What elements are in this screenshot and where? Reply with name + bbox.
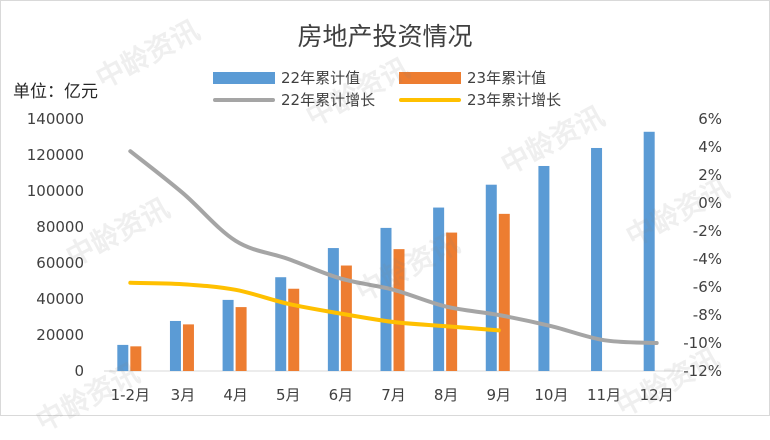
- bar: [538, 165, 550, 371]
- bar: [446, 232, 458, 371]
- x-tick-label: 11月: [587, 386, 621, 404]
- x-tick-label: 7月: [381, 386, 406, 404]
- y-right-tick-label: -6%: [693, 278, 722, 296]
- legend-label-23-value: 23年累计值: [467, 69, 547, 87]
- bar: [485, 184, 497, 371]
- y-left-tick-label: 140000: [27, 110, 84, 128]
- y-right-tick-label: 2%: [698, 166, 722, 184]
- y-left-tick-label: 40000: [36, 290, 84, 308]
- bar: [169, 320, 181, 371]
- legend: 22年累计值 23年累计值 22年累计增长 23年累计增长: [213, 67, 613, 111]
- bar: [433, 207, 445, 371]
- legend-item-22-value: 22年累计值: [213, 67, 360, 88]
- bar: [380, 227, 392, 371]
- legend-item-23-value: 23年累计值: [399, 67, 546, 88]
- series-line: [128, 280, 501, 333]
- bar: [591, 147, 603, 371]
- legend-item-23-growth: 23年累计增长: [399, 89, 561, 110]
- bar: [222, 299, 234, 371]
- y-left-tick-label: 60000: [36, 254, 84, 272]
- bar: [288, 288, 300, 371]
- y-left-tick-label: 120000: [27, 146, 84, 164]
- y-right-tick-label: -2%: [693, 222, 722, 240]
- y-right-tick-label: 4%: [698, 138, 722, 156]
- x-tick-label: 9月: [486, 386, 511, 404]
- legend-label-23-growth: 23年累计增长: [467, 91, 562, 109]
- unit-label: 单位：亿元: [13, 82, 98, 102]
- bar: [117, 344, 129, 371]
- bar: [643, 131, 655, 371]
- x-tick-label: 4月: [223, 386, 248, 404]
- x-tick-label: 5月: [276, 386, 301, 404]
- series-line: [128, 149, 659, 345]
- legend-label-22-value: 22年累计值: [281, 69, 361, 87]
- legend-swatch-22-value: [213, 71, 275, 84]
- y-right-tick-label: -4%: [693, 250, 722, 268]
- y-right-tick-label: -12%: [683, 362, 722, 380]
- x-tick-label: 10月: [534, 386, 568, 404]
- x-tick-label: 8月: [434, 386, 459, 404]
- bar: [498, 213, 510, 371]
- x-tick-label: 1-2月: [111, 386, 151, 404]
- bar: [340, 265, 352, 371]
- x-tick-label: 12月: [640, 386, 674, 404]
- y-right-tick-label: -10%: [683, 334, 722, 352]
- bar: [182, 324, 194, 371]
- bar: [130, 346, 142, 371]
- y-left-tick-label: 0: [74, 362, 84, 380]
- x-tick-label: 3月: [171, 386, 196, 404]
- plot-area: 0 20000 40000 60000 80000 100000 120000 140000 -…: [27, 110, 722, 404]
- y-left-tick-label: 80000: [36, 218, 84, 236]
- y-left-tick-label: 20000: [36, 326, 84, 344]
- y-right-tick-label: 0%: [698, 194, 722, 212]
- y-left-tick-label: 100000: [27, 182, 84, 200]
- y-right-tick-label: 6%: [698, 110, 722, 128]
- legend-swatch-22-growth: [213, 97, 275, 102]
- bar: [235, 307, 247, 371]
- legend-swatch-23-value: [399, 71, 461, 84]
- legend-swatch-23-growth: [399, 97, 461, 102]
- bar: [327, 248, 339, 371]
- x-tick-label: 6月: [329, 386, 354, 404]
- legend-label-22-growth: 22年累计增长: [281, 91, 376, 109]
- legend-item-22-growth: 22年累计增长: [213, 89, 375, 110]
- chart-title: 房地产投资情况: [297, 22, 473, 51]
- bar: [393, 249, 405, 371]
- bar: [275, 277, 287, 371]
- y-right-tick-label: -8%: [693, 306, 722, 324]
